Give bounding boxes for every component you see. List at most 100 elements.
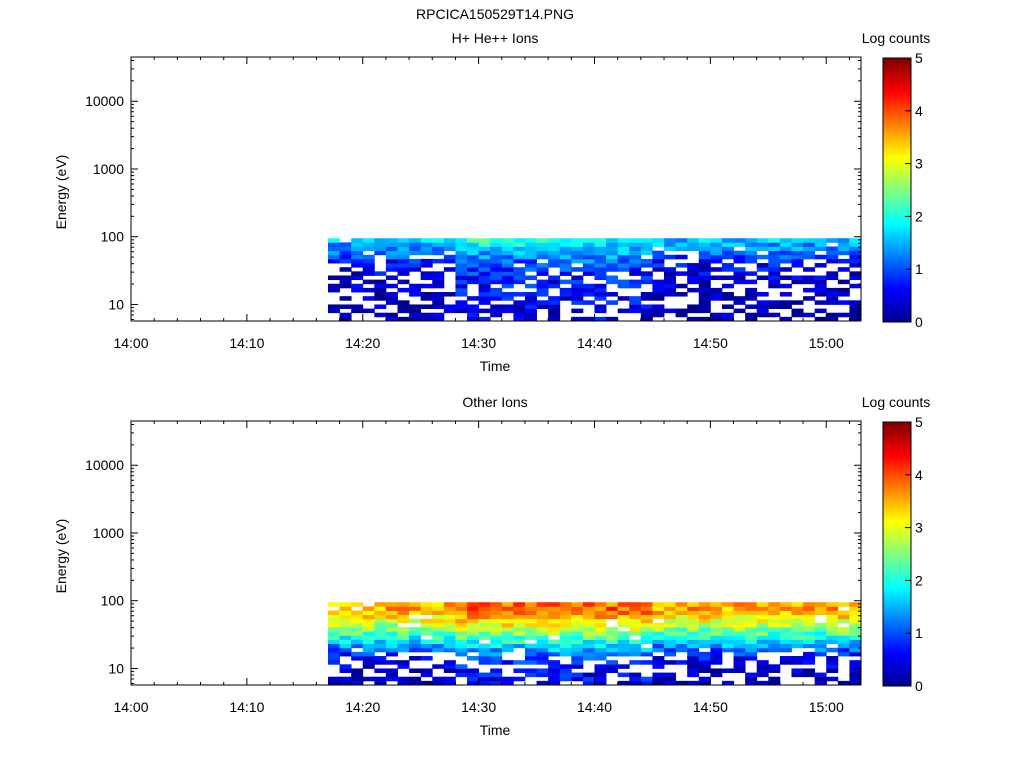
heatmap-cell <box>652 639 665 645</box>
heatmap-cell <box>779 238 792 243</box>
heatmap-cell <box>698 287 711 293</box>
heatmap-cell <box>629 283 642 289</box>
heatmap-cell <box>513 614 526 620</box>
heatmap-cell <box>687 664 700 669</box>
colorbar-step <box>883 664 911 669</box>
heatmap-cell <box>362 610 375 616</box>
heatmap-cell <box>374 660 387 665</box>
heatmap-cell <box>594 308 607 314</box>
heatmap-cell <box>606 610 619 616</box>
heatmap-cell <box>687 660 700 665</box>
heatmap-cell <box>385 631 398 636</box>
heatmap-cell <box>826 254 839 260</box>
heatmap-cell <box>524 610 537 616</box>
heatmap-cell <box>409 639 422 645</box>
heatmap-cell <box>721 238 734 243</box>
colorbar-tick-label: 1 <box>915 261 923 277</box>
heatmap-cell <box>536 267 549 272</box>
heatmap-cell <box>640 631 653 636</box>
heatmap-cell <box>385 668 398 673</box>
heatmap-cell <box>779 250 792 256</box>
colorbar-step <box>883 277 911 281</box>
heatmap-cell <box>339 643 352 649</box>
heatmap-cell <box>675 271 688 276</box>
colorbar-step <box>883 274 911 278</box>
heatmap-cell <box>698 279 711 285</box>
heatmap-cell <box>675 246 688 252</box>
heatmap-cell <box>849 639 862 645</box>
heatmap-cell <box>362 635 375 640</box>
heatmap-cell <box>374 602 387 607</box>
heatmap-cell <box>362 254 375 260</box>
heatmap-cell <box>339 651 352 657</box>
heatmap-cell <box>409 242 422 247</box>
heatmap-cell <box>490 258 503 264</box>
heatmap-cell <box>710 606 723 611</box>
heatmap-cell <box>814 292 827 297</box>
colorbar-step <box>883 248 911 252</box>
heatmap-cell <box>548 279 561 285</box>
x-tick-label: 14:00 <box>113 699 148 715</box>
heatmap-cell <box>826 258 839 264</box>
colorbar-step <box>883 237 911 241</box>
heatmap-cell <box>362 614 375 620</box>
heatmap-cell <box>664 631 677 636</box>
heatmap-cell <box>490 238 503 243</box>
heatmap-cell <box>721 304 734 309</box>
colorbar-step <box>883 469 911 473</box>
x-tick-label: 14:40 <box>577 699 612 715</box>
heatmap-cell <box>710 287 723 293</box>
colorbar-step <box>883 166 911 170</box>
heatmap-cell <box>571 610 584 616</box>
heatmap-cell <box>524 668 537 673</box>
heatmap-cell <box>409 618 422 624</box>
heatmap-cell <box>779 639 792 645</box>
heatmap-cell <box>721 622 734 628</box>
colorbar-step <box>883 630 911 634</box>
figure-title: RPCICA150529T14.PNG <box>416 6 574 22</box>
heatmap-cell <box>606 660 619 665</box>
heatmap-cell <box>385 238 398 243</box>
heatmap-cell <box>745 312 758 318</box>
heatmap-cell <box>548 622 561 628</box>
heatmap-cell <box>467 672 480 678</box>
heatmap-cell <box>849 672 862 678</box>
colorbar-step <box>883 432 911 436</box>
heatmap-cell <box>687 635 700 640</box>
heatmap-cell <box>745 250 758 256</box>
heatmap-cell <box>687 622 700 628</box>
heatmap-cell <box>559 631 572 636</box>
heatmap-cell <box>594 238 607 243</box>
heatmap-cell <box>814 627 827 632</box>
heatmap-cell <box>420 296 433 301</box>
heatmap-cell <box>814 242 827 247</box>
heatmap-cell <box>617 242 630 247</box>
heatmap-cell <box>327 246 340 252</box>
colorbar-step <box>883 105 911 109</box>
heatmap-cell <box>629 660 642 665</box>
heatmap-cell <box>791 610 804 616</box>
colorbar-step <box>883 617 911 621</box>
y-tick-label: 10000 <box>85 93 124 109</box>
heatmap-cell <box>571 287 584 293</box>
heatmap-cell <box>559 618 572 624</box>
heatmap-cell <box>617 263 630 268</box>
heatmap-cell <box>536 254 549 260</box>
colorbar-step <box>883 290 911 294</box>
heatmap-cell <box>478 258 491 264</box>
heatmap-cell <box>420 283 433 289</box>
heatmap-cell <box>432 618 445 624</box>
heatmap-cell <box>675 238 688 243</box>
heatmap-cell <box>478 267 491 272</box>
heatmap-cell <box>374 292 387 297</box>
heatmap-cell <box>582 316 595 322</box>
heatmap-cell <box>467 271 480 276</box>
heatmap-cell <box>385 263 398 268</box>
heatmap-cell <box>733 651 746 657</box>
heatmap-cell <box>733 656 746 661</box>
colorbar-step <box>883 110 911 114</box>
heatmap-cell <box>467 656 480 661</box>
heatmap-cell <box>548 246 561 252</box>
heatmap-cell <box>698 254 711 260</box>
heatmap-cell <box>675 680 688 686</box>
